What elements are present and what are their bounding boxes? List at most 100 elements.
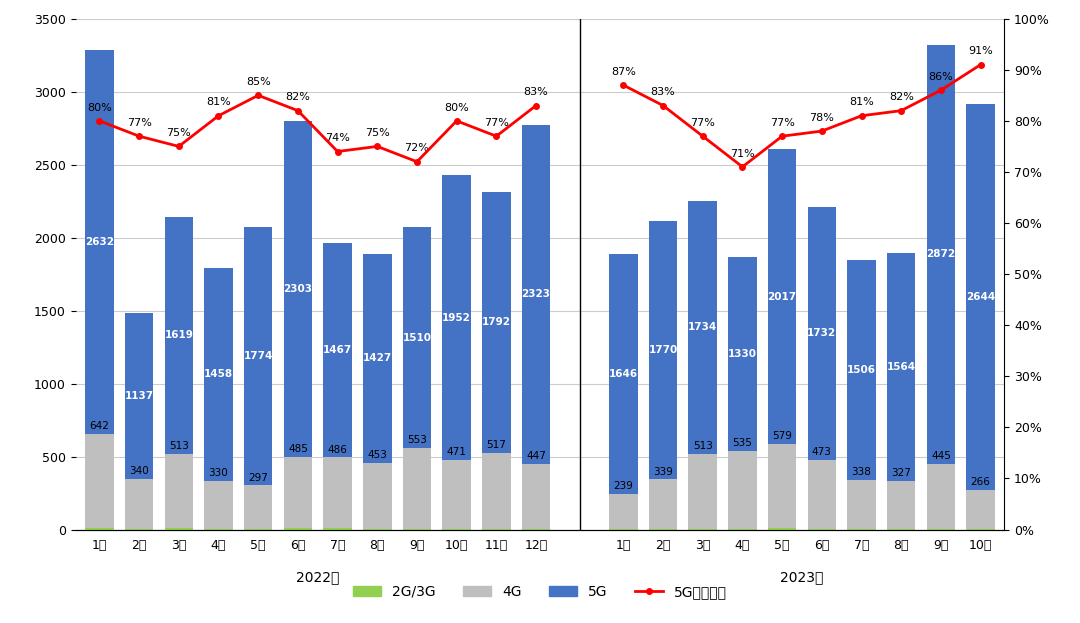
Bar	[728, 257, 757, 450]
Bar	[164, 454, 193, 528]
Text: 91%: 91%	[968, 46, 993, 56]
Bar	[649, 221, 677, 480]
Text: 445: 445	[931, 451, 950, 461]
Bar	[403, 448, 431, 528]
Text: 297: 297	[248, 473, 268, 483]
Bar	[125, 479, 153, 529]
Text: 75%: 75%	[365, 128, 390, 138]
Bar	[284, 457, 312, 528]
Bar	[927, 529, 955, 530]
Text: 1510: 1510	[403, 333, 431, 343]
Text: 77%: 77%	[484, 118, 509, 128]
Text: 266: 266	[971, 477, 990, 487]
Text: 339: 339	[653, 467, 673, 477]
Text: 81%: 81%	[206, 97, 231, 107]
Text: 1734: 1734	[688, 322, 717, 332]
Text: 485: 485	[288, 444, 308, 454]
Bar	[609, 529, 637, 530]
Text: 513: 513	[168, 440, 189, 450]
Text: 1564: 1564	[887, 362, 916, 372]
Text: 77%: 77%	[690, 118, 715, 128]
Text: 75%: 75%	[166, 128, 191, 138]
Bar	[85, 434, 113, 528]
Text: 453: 453	[367, 450, 388, 460]
Text: 1330: 1330	[728, 349, 757, 359]
Bar	[768, 528, 796, 530]
Bar	[649, 480, 677, 529]
Bar	[847, 260, 876, 480]
Bar	[85, 528, 113, 530]
Text: 513: 513	[692, 441, 713, 451]
Text: 2022年: 2022年	[296, 571, 339, 584]
Text: 239: 239	[613, 481, 633, 491]
Bar	[284, 121, 312, 457]
Text: 327: 327	[891, 468, 912, 478]
Bar	[443, 175, 471, 460]
Bar	[887, 529, 916, 530]
Text: 2872: 2872	[927, 249, 956, 259]
Text: 1646: 1646	[609, 369, 638, 379]
Bar	[609, 254, 637, 494]
Text: 2632: 2632	[85, 237, 113, 247]
Bar	[482, 192, 511, 453]
Text: 338: 338	[851, 467, 872, 477]
Bar	[728, 529, 757, 530]
Bar	[204, 480, 233, 529]
Text: 1458: 1458	[204, 369, 233, 379]
Text: 330: 330	[208, 468, 228, 478]
Text: 553: 553	[407, 435, 427, 445]
Bar	[887, 253, 916, 481]
Bar	[927, 44, 955, 464]
Text: 83%: 83%	[650, 87, 675, 97]
Bar	[688, 529, 717, 530]
Text: 77%: 77%	[126, 118, 151, 128]
Bar	[403, 528, 431, 530]
Bar	[443, 460, 471, 529]
Bar	[522, 464, 551, 529]
Text: 1770: 1770	[648, 345, 677, 355]
Bar	[768, 444, 796, 528]
Bar	[244, 485, 272, 529]
Bar	[522, 529, 551, 530]
Bar	[808, 529, 836, 530]
Text: 80%: 80%	[87, 103, 112, 113]
Bar	[967, 490, 995, 529]
Bar	[927, 464, 955, 529]
Text: 2023年: 2023年	[780, 571, 824, 584]
Text: 1467: 1467	[323, 345, 352, 355]
Bar	[688, 201, 717, 454]
Bar	[443, 529, 471, 530]
Text: 1619: 1619	[164, 330, 193, 340]
Bar	[284, 528, 312, 530]
Text: 473: 473	[812, 447, 832, 457]
Text: 71%: 71%	[730, 148, 755, 158]
Bar	[808, 460, 836, 529]
Text: 78%: 78%	[809, 113, 834, 123]
Text: 1774: 1774	[243, 351, 273, 361]
Bar	[244, 529, 272, 530]
Bar	[609, 494, 637, 529]
Bar	[768, 150, 796, 444]
Bar	[847, 480, 876, 529]
Bar	[125, 313, 153, 479]
Bar	[204, 529, 233, 530]
Bar	[85, 50, 113, 434]
Bar	[164, 528, 193, 530]
Text: 77%: 77%	[770, 118, 795, 128]
Text: 486: 486	[327, 445, 348, 455]
Text: 2323: 2323	[522, 289, 551, 299]
Legend: 2G/3G, 4G, 5G, 5G手机占比: 2G/3G, 4G, 5G, 5G手机占比	[347, 579, 733, 604]
Bar	[323, 457, 352, 528]
Bar	[808, 207, 836, 460]
Bar	[125, 529, 153, 530]
Bar	[323, 244, 352, 457]
Bar	[887, 481, 916, 529]
Bar	[403, 227, 431, 448]
Text: 74%: 74%	[325, 133, 350, 143]
Text: 642: 642	[90, 422, 109, 432]
Bar	[688, 454, 717, 529]
Text: 2303: 2303	[283, 284, 312, 294]
Text: 579: 579	[772, 431, 792, 441]
Text: 86%: 86%	[929, 72, 954, 82]
Text: 340: 340	[130, 466, 149, 476]
